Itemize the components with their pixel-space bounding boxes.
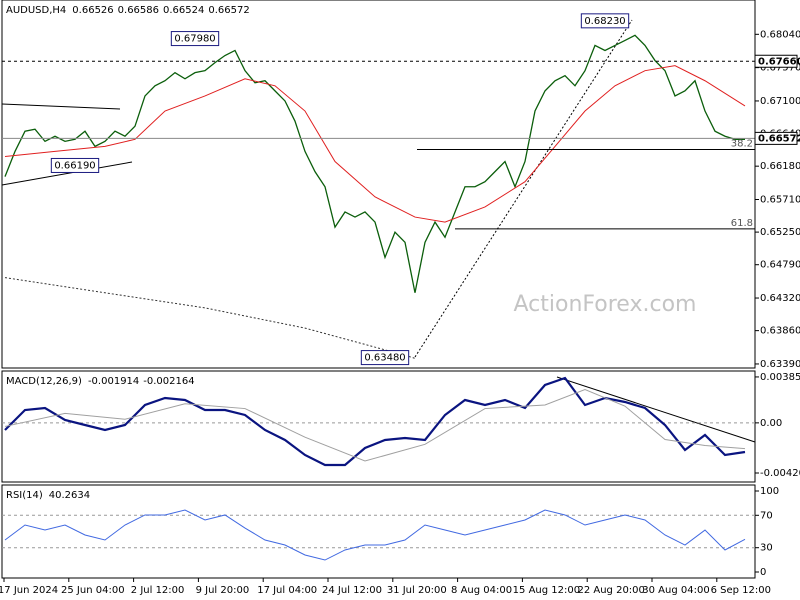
y-tick-label: 30 [760, 543, 773, 554]
fib-label: 38.2 [731, 139, 753, 150]
annotation-box [360, 350, 410, 366]
series-line [4, 388, 746, 462]
x-tick-label: 22 Aug 20:00 [577, 585, 644, 596]
watermark: ActionForex.com [514, 292, 697, 317]
series-line [4, 509, 746, 561]
panel-border [1, 0, 756, 369]
level-label: 0.67660 [758, 56, 800, 67]
annotation-label: 0.66190 [54, 160, 95, 171]
series-line [4, 34, 745, 293]
y-tick-label: 0.65250 [760, 227, 800, 238]
y-tick-label: 0.67570 [760, 63, 800, 74]
level-label-box [754, 131, 798, 145]
header-value: 0.66526 [72, 5, 113, 16]
y-tick-label: 0.00 [760, 418, 782, 429]
annotation-box [170, 31, 220, 47]
header-value: 40.2634 [49, 490, 90, 501]
panel-border [1, 370, 756, 483]
y-tick-label: 70 [760, 510, 773, 521]
header-value: 0.66524 [163, 5, 204, 16]
x-tick-label: 17 Jul 04:00 [257, 585, 317, 596]
annotation-label: 0.67980 [174, 34, 215, 45]
series-line [4, 277, 416, 359]
y-tick-label: 0.64790 [760, 260, 800, 271]
trend-line [1, 161, 133, 186]
panel-title: RSI(14) [6, 490, 43, 501]
header-value: 0.66586 [118, 5, 159, 16]
header-value: -0.002164 [143, 376, 194, 387]
macd-trend-line [556, 376, 756, 443]
x-tick-label: 6 Sep 12:00 [711, 585, 771, 596]
fib-label: 61.8 [731, 218, 753, 229]
y-tick-label: 0 [760, 567, 766, 578]
x-tick-label: 8 Aug 04:00 [451, 585, 512, 596]
y-tick-label: 100 [760, 486, 779, 497]
series-line [4, 65, 746, 223]
trend-line [414, 19, 633, 358]
y-tick-label: 0.003852 [760, 372, 800, 383]
y-tick-label: 0.66180 [760, 161, 800, 172]
annotation-label: 0.63480 [364, 353, 405, 364]
x-tick-label: 15 Aug 12:00 [513, 585, 580, 596]
y-tick-label: 0.63860 [760, 326, 800, 337]
level-label-box [754, 54, 798, 68]
trend-line [1, 103, 121, 110]
x-tick-label: 17 Jun 2024 [0, 585, 58, 596]
y-tick-label: 0.63390 [760, 359, 800, 370]
annotation-label: 0.68230 [584, 16, 625, 27]
x-tick-label: 9 Jul 20:00 [196, 585, 250, 596]
y-tick-label: -0.004204 [760, 468, 800, 479]
y-tick-label: 0.68040 [760, 29, 800, 40]
annotation-box [50, 157, 100, 173]
header-value: -0.001914 [88, 376, 139, 387]
panel-title: MACD(12,26,9) [6, 376, 82, 387]
x-tick-label: 31 Jul 20:00 [387, 585, 447, 596]
y-tick-label: 0.67100 [760, 96, 800, 107]
panel-border [1, 484, 756, 579]
y-tick-label: 0.64320 [760, 293, 800, 304]
x-tick-label: 30 Aug 04:00 [642, 585, 709, 596]
y-tick-label: 0.65710 [760, 194, 800, 205]
x-tick-label: 25 Jun 04:00 [61, 585, 125, 596]
x-tick-label: 24 Jul 12:00 [322, 585, 382, 596]
x-tick-label: 2 Jul 12:00 [131, 585, 185, 596]
series-line [4, 376, 746, 467]
annotation-box [580, 13, 630, 29]
header-value: 0.66572 [208, 5, 249, 16]
level-label: 0.66572 [758, 133, 800, 144]
panel-title: AUDUSD,H4 [6, 5, 66, 16]
